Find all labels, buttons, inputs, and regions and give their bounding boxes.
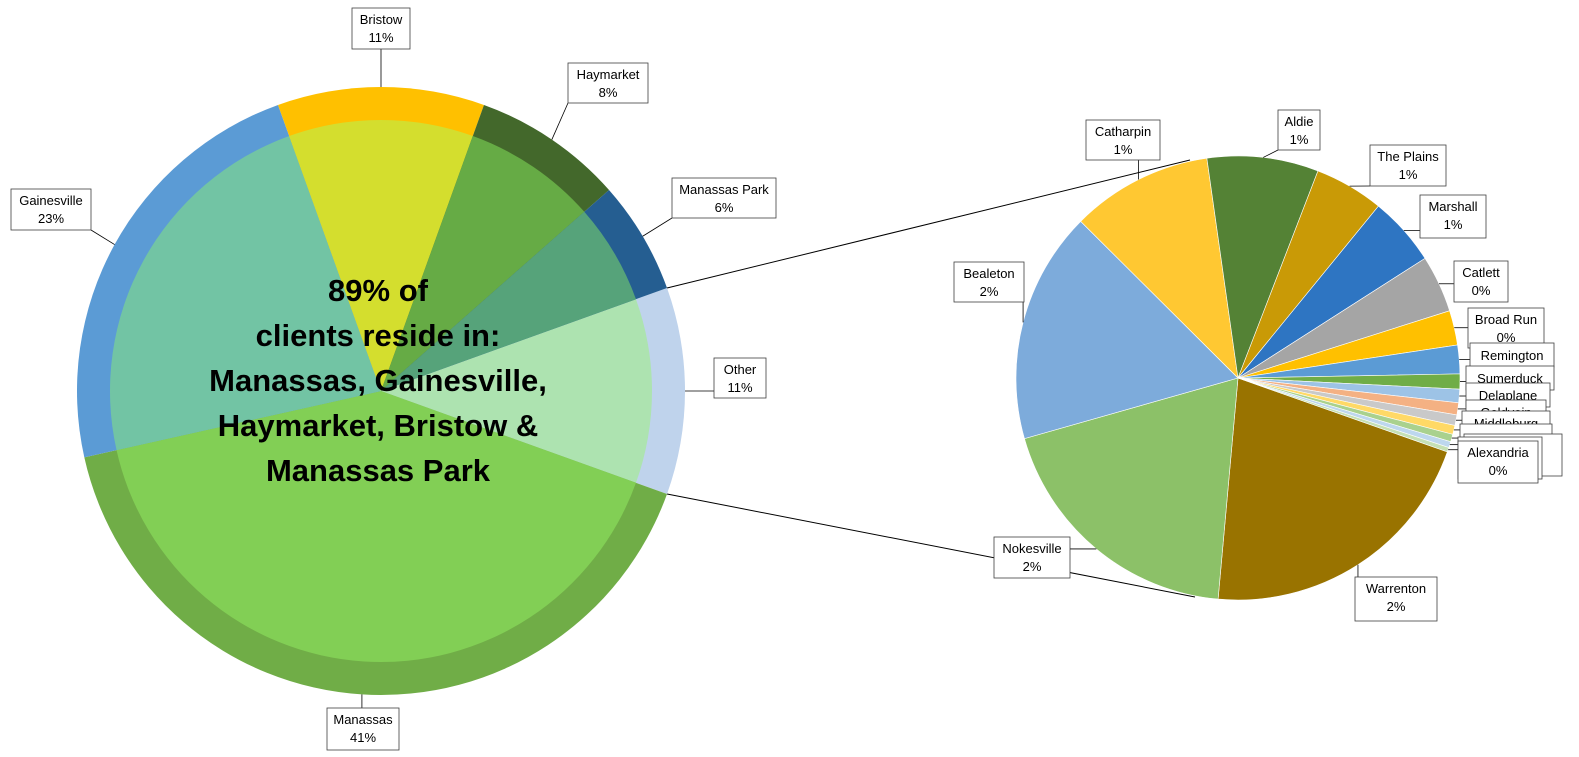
data-label-name: Remington [1481, 348, 1544, 363]
data-label-name: Bristow [360, 12, 403, 27]
secondary-slice-bealeton [1015, 220, 1239, 440]
data-label-value: 2% [980, 284, 999, 299]
data-label-name: Bealeton [963, 266, 1014, 281]
data-label-name: Haymarket [577, 67, 640, 82]
data-label-name: Warrenton [1366, 581, 1426, 596]
data-label-value: 11% [727, 380, 752, 395]
main-inner-slice-bristow [289, 119, 473, 391]
data-label-value: 0% [1497, 330, 1516, 345]
data-label-name: Marshall [1428, 199, 1477, 214]
main-inner-slice-other [381, 299, 653, 483]
data-label-name: The Plains [1377, 149, 1439, 164]
data-label-bristow: Bristow 11% [351, 7, 411, 87]
data-label-value: 41% [350, 730, 376, 745]
connector-lines [666, 159, 1196, 598]
data-label-value: 1% [1444, 217, 1463, 232]
data-label-haymarket: Haymarket 8% [551, 62, 649, 140]
data-label-name: Manassas [333, 712, 393, 727]
data-label-bealeton: Bealeton 2% [953, 261, 1025, 323]
data-label-value: 1% [1114, 142, 1133, 157]
data-label-value: 1% [1399, 167, 1418, 182]
main-inner-slice-gainesville [110, 136, 382, 451]
secondary-slice-alexandria [1237, 377, 1450, 453]
data-label-manassas-park: Manassas Park 6% [642, 177, 777, 237]
data-label-aldie: Aldie 1% [1263, 109, 1321, 158]
data-label-name: Manassas Park [679, 182, 769, 197]
data-label-nokesville: Nokesville 2% [993, 536, 1097, 579]
data-label-value: 2% [1023, 559, 1042, 574]
data-label-warrenton: Warrenton 2% [1354, 564, 1438, 622]
data-label-catharpin: Catharpin 1% [1085, 119, 1161, 180]
data-label-value: 8% [599, 85, 618, 100]
data-label-value: 6% [715, 200, 734, 215]
data-label-marshall: Marshall 1% [1403, 194, 1487, 239]
main-inner-slice-manassas-park [381, 211, 636, 391]
data-label-the-plains: The Plains 1% [1349, 144, 1447, 187]
data-label-alexandria: Alexandria 0% [1448, 440, 1539, 484]
data-label-name: Sumerduck [1477, 371, 1543, 386]
data-label-name: Alexandria [1467, 445, 1529, 460]
data-label-value: 1% [1290, 132, 1309, 147]
data-label-name: Nokesville [1002, 541, 1061, 556]
data-label-name: Other [724, 362, 757, 377]
data-label-remington: Remington [1459, 342, 1555, 368]
data-label-broad-run: Broad Run 0% [1454, 307, 1545, 349]
data-label-gainesville: Gainesville 23% [10, 188, 115, 245]
connector-line-bottom [666, 493, 1196, 598]
secondary-pie [1015, 155, 1461, 601]
data-label-manassas: Manassas 41% [326, 694, 400, 751]
data-label-name: Delaplane [1479, 388, 1538, 403]
data-label-value: 0% [1489, 463, 1508, 478]
connector-line-top [666, 159, 1191, 289]
data-label-name: Broad Run [1475, 312, 1537, 327]
data-label-value: 11% [368, 30, 393, 45]
data-label-value: 0% [1472, 283, 1491, 298]
data-label-name: Aldie [1285, 114, 1314, 129]
data-label-other: Other 11% [685, 357, 767, 399]
main-inner-slice-manassas [116, 391, 636, 662]
data-label-value: 23% [38, 211, 64, 226]
data-label-value: 2% [1387, 599, 1406, 614]
main-inner-slice-haymarket [381, 136, 585, 391]
data-label-callouts: Other 11% Manassas 41% Gainesville 23% Bristow… [10, 7, 1563, 751]
data-label-name: Catlett [1462, 265, 1500, 280]
main-pie [76, 86, 686, 696]
data-label-name: Catharpin [1095, 124, 1151, 139]
data-label-name: Gainesville [19, 193, 83, 208]
data-label-catlett: Catlett 0% [1439, 260, 1509, 303]
